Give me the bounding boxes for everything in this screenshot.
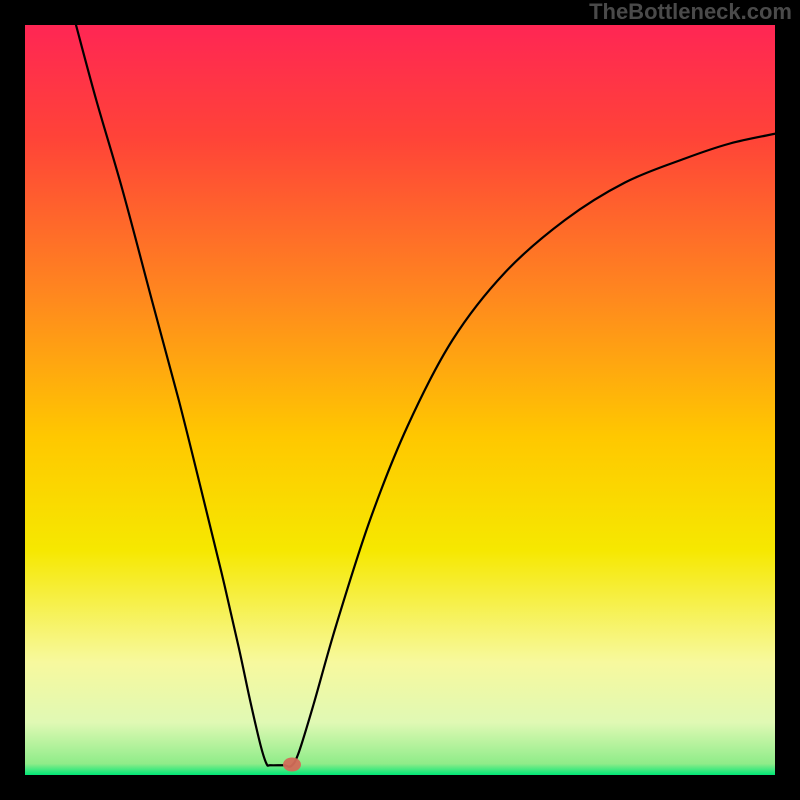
plot-area — [25, 25, 775, 775]
attribution-text: TheBottleneck.com — [589, 0, 792, 24]
bottleneck-chart: TheBottleneck.com — [0, 0, 800, 800]
optimal-point-marker — [283, 758, 301, 772]
gradient-background — [25, 25, 775, 775]
